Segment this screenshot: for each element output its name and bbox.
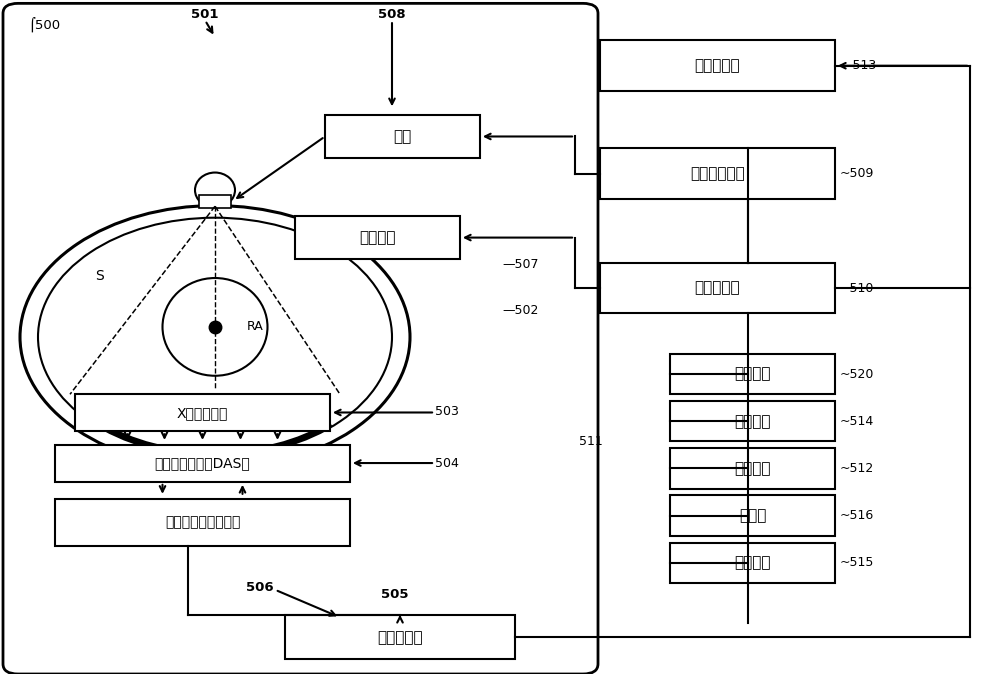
Text: 存储装置: 存储装置 [734, 461, 771, 476]
Text: 505: 505 [381, 588, 409, 601]
Text: ~515: ~515 [840, 556, 874, 570]
FancyBboxPatch shape [55, 445, 350, 482]
Text: 506: 506 [246, 580, 274, 594]
Text: 非接触型数据发送机: 非接触型数据发送机 [165, 516, 240, 529]
Text: S: S [96, 270, 104, 283]
FancyBboxPatch shape [670, 401, 835, 441]
Text: X射线检扥器: X射线检扥器 [177, 406, 228, 420]
Text: —507: —507 [502, 258, 538, 272]
Text: ~516: ~516 [840, 509, 874, 522]
Text: ⌠500: ⌠500 [28, 17, 60, 32]
FancyBboxPatch shape [55, 499, 350, 546]
FancyBboxPatch shape [75, 394, 330, 431]
Text: 高电压发生器: 高电压发生器 [690, 166, 745, 181]
Text: 生成电路: 生成电路 [734, 367, 771, 381]
Text: 电流调整器: 电流调整器 [695, 58, 740, 73]
FancyBboxPatch shape [295, 216, 460, 259]
Text: ~509: ~509 [840, 167, 874, 180]
Text: 重建电路: 重建电路 [734, 414, 771, 429]
Text: 系统控制器: 系统控制器 [695, 280, 740, 296]
Text: —502: —502 [502, 303, 538, 317]
FancyBboxPatch shape [600, 263, 835, 313]
FancyBboxPatch shape [670, 354, 835, 394]
Text: 输入装置: 输入装置 [734, 555, 771, 570]
FancyBboxPatch shape [670, 448, 835, 489]
FancyBboxPatch shape [285, 615, 515, 659]
FancyBboxPatch shape [325, 115, 480, 158]
FancyBboxPatch shape [600, 40, 835, 91]
FancyBboxPatch shape [600, 148, 835, 199]
Text: ~512: ~512 [840, 462, 874, 475]
Text: 504: 504 [435, 456, 459, 470]
Text: 511: 511 [579, 435, 603, 448]
FancyBboxPatch shape [670, 543, 835, 583]
Text: 显示器: 显示器 [739, 508, 766, 523]
Text: ~520: ~520 [840, 367, 874, 381]
FancyBboxPatch shape [3, 3, 598, 674]
Text: 旋转单元: 旋转单元 [359, 230, 396, 245]
Text: ~514: ~514 [840, 415, 874, 428]
Text: 508: 508 [378, 8, 406, 21]
FancyBboxPatch shape [199, 195, 231, 208]
Text: RA: RA [247, 320, 264, 334]
Text: ~510: ~510 [840, 282, 874, 295]
FancyBboxPatch shape [670, 495, 835, 536]
Text: 数据收集电路（DAS）: 数据收集电路（DAS） [155, 456, 250, 470]
Text: 滑环: 滑环 [393, 129, 412, 144]
Text: 501: 501 [191, 8, 219, 21]
Text: —513: —513 [840, 59, 876, 72]
Text: 预处理装置: 预处理装置 [377, 630, 423, 645]
Text: 503: 503 [435, 404, 459, 418]
